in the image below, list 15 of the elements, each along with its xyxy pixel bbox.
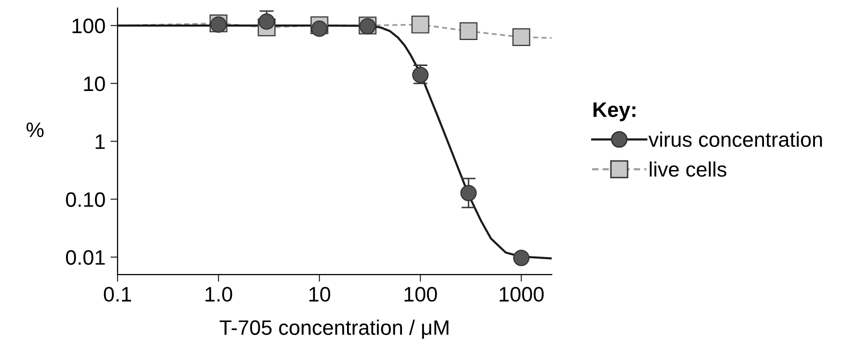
y-tick-label: 0.01 xyxy=(66,250,105,265)
y-tick-label: 1 xyxy=(96,134,105,149)
y-tick-label: 100 xyxy=(72,18,105,34)
y-axis-title: % xyxy=(26,122,44,138)
y-tick-label: 0.10 xyxy=(66,192,105,207)
x-tick-label: 1000 xyxy=(500,286,544,302)
y-tick-label: 10 xyxy=(84,76,105,92)
legend-title: Key: xyxy=(594,102,636,122)
x-axis-title: T-705 concentration / μM xyxy=(220,320,448,339)
x-tick-label: 1.0 xyxy=(206,286,232,302)
x-tick-label: 0.1 xyxy=(104,286,132,302)
legend-label: virus concentration xyxy=(648,132,822,147)
legend-label: live cells xyxy=(650,161,726,177)
x-tick-label: 10 xyxy=(309,286,330,302)
x-tick-label: 100 xyxy=(404,286,437,302)
